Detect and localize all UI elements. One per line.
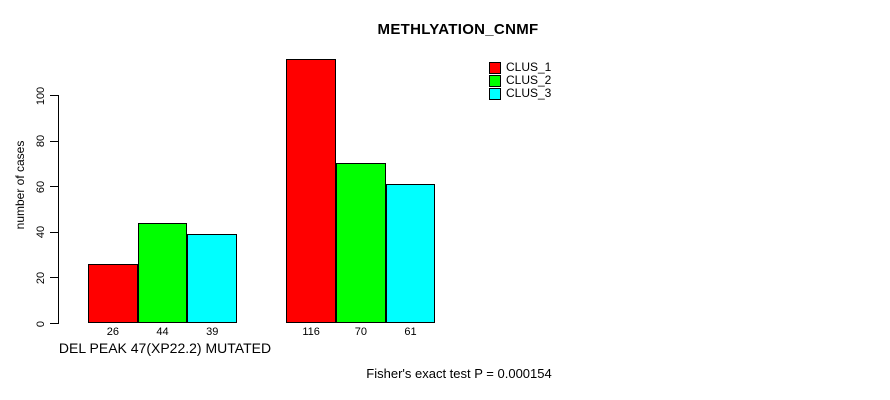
chart-title: METHLYATION_CNMF xyxy=(377,21,539,38)
bar-value-label: 39 xyxy=(206,326,219,338)
legend-swatch-clus-2 xyxy=(489,74,501,87)
fisher-test-annotation: Fisher's exact test P = 0.000154 xyxy=(366,366,552,381)
legend: CLUS_1 CLUS_2 CLUS_3 xyxy=(489,61,551,100)
y-tick-label: 0 xyxy=(35,320,47,327)
legend-item-clus-1: CLUS_1 xyxy=(489,61,551,74)
y-axis-tick xyxy=(50,95,58,96)
group-label-mutated: DEL PEAK 47(XP22.2) MUTATED xyxy=(58,340,272,356)
y-tick-label: 60 xyxy=(35,180,47,193)
y-tick-label: 40 xyxy=(35,226,47,239)
y-tick-label: 20 xyxy=(35,271,47,285)
legend-label: CLUS_3 xyxy=(506,86,552,100)
legend-swatch-clus-1 xyxy=(489,61,501,74)
y-axis-tick xyxy=(50,140,58,142)
y-axis-tick xyxy=(50,231,58,233)
bar-value-label: 70 xyxy=(354,326,367,338)
legend-label: CLUS_1 xyxy=(506,60,552,74)
bar-value-label: 116 xyxy=(302,326,320,338)
bar-value-label: 26 xyxy=(106,326,119,338)
legend-label: CLUS_2 xyxy=(506,73,552,87)
bar-value-label: 44 xyxy=(156,326,169,338)
y-tick-label: 80 xyxy=(35,134,47,148)
bar-value-label: 61 xyxy=(404,326,417,338)
bar-clus_3-group1 xyxy=(187,234,238,323)
y-axis-tick xyxy=(50,186,58,188)
y-tick-label: 100 xyxy=(35,86,47,105)
y-axis-tick xyxy=(50,277,58,279)
bar-clus_1-group1 xyxy=(88,263,138,323)
bar-clus_1-group2 xyxy=(286,58,336,323)
legend-item-clus-2: CLUS_2 xyxy=(489,74,551,87)
bar-clus_2-group2 xyxy=(336,163,386,323)
bar-clus_3-group2 xyxy=(385,183,436,323)
legend-item-clus-3: CLUS_3 xyxy=(489,87,551,100)
bar-clus_2-group1 xyxy=(137,222,188,323)
y-axis-tick xyxy=(50,323,58,324)
legend-swatch-clus-3 xyxy=(489,87,501,100)
y-axis-line xyxy=(58,95,59,324)
